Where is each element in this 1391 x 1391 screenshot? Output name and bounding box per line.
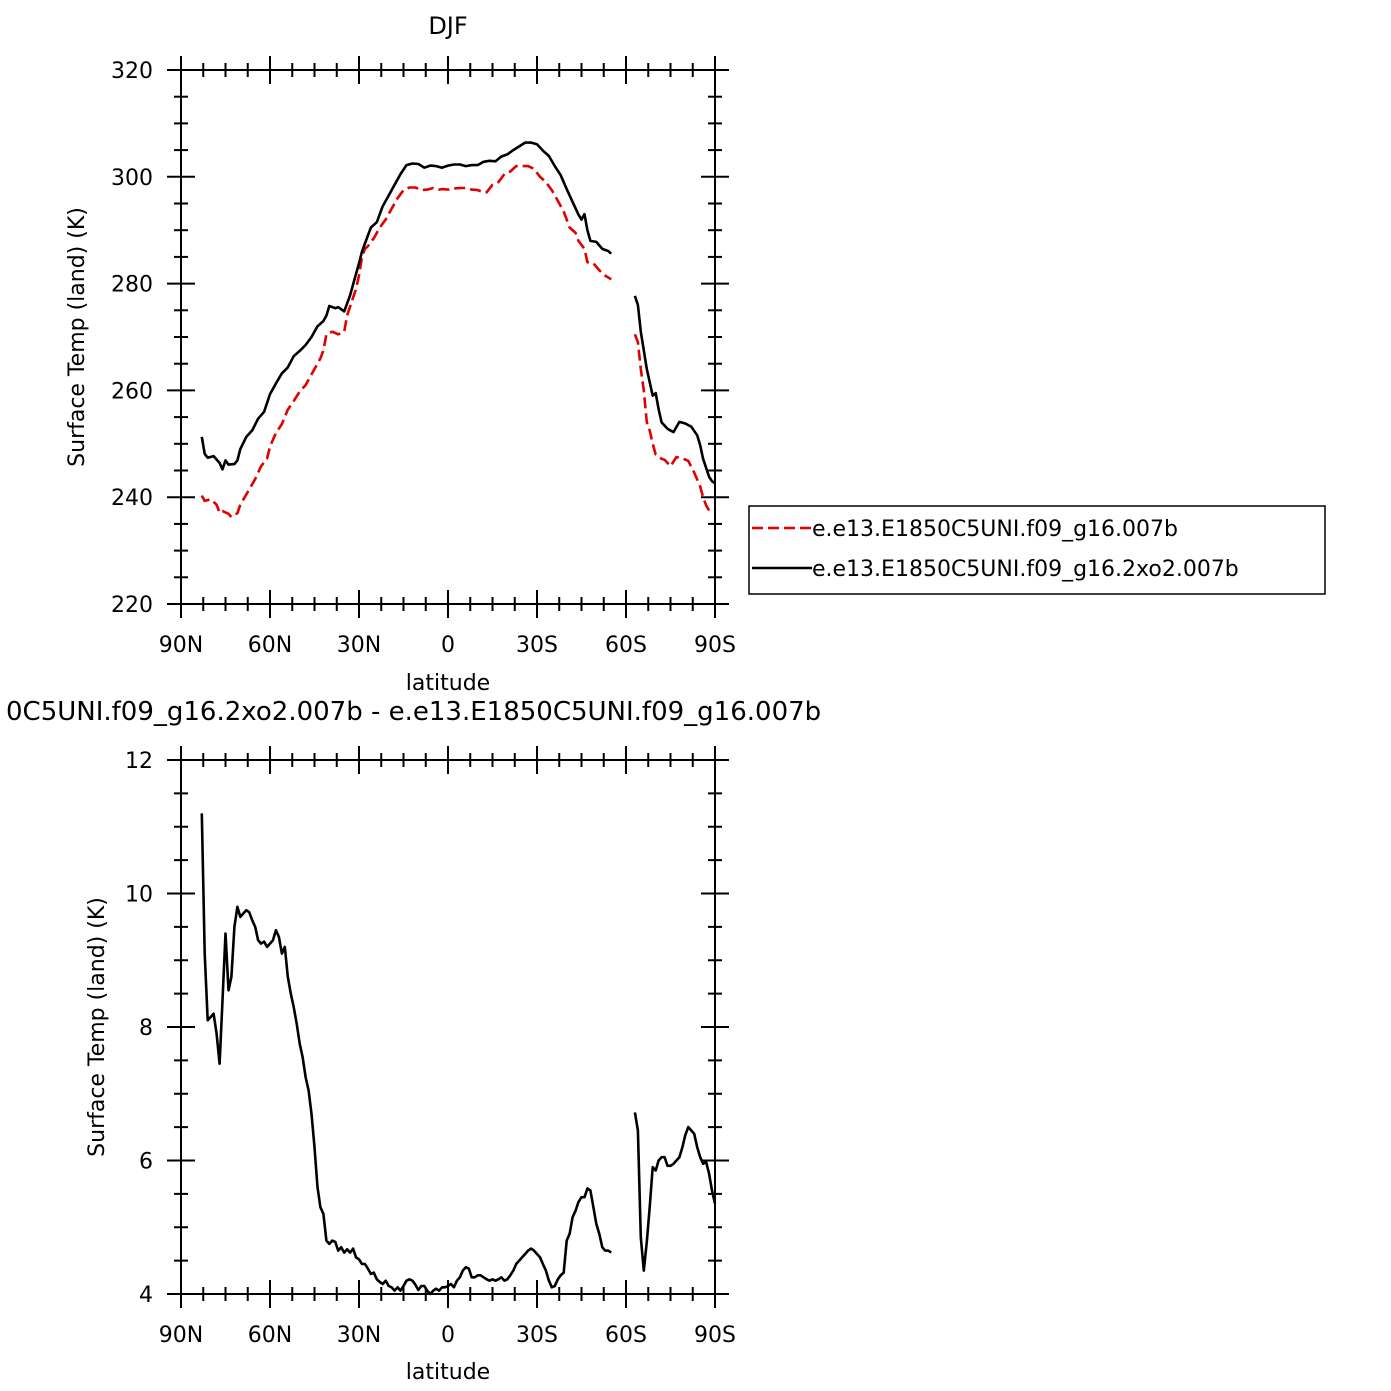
legend-label-series-2: e.e13.E1850C5UNI.f09_g16.2xo2.007b: [812, 557, 1239, 582]
bottom-chart-lines: [200, 813, 717, 1296]
y-tick-label: 260: [111, 379, 153, 404]
bottom-chart-panel: 0C5UNI.f09_g16.2xo2.007b - e.e13.E1850C5…: [6, 697, 821, 1385]
y-tick-label: 280: [111, 273, 153, 298]
y-tick-label: 10: [125, 883, 153, 908]
series-1-line-segment: [200, 813, 612, 1296]
series-1-line-segment: [200, 164, 612, 519]
x-tick-label: 60S: [605, 633, 647, 658]
x-tick-label: 90N: [159, 1323, 203, 1348]
y-tick-label: 220: [111, 593, 153, 618]
series-1-line-segment: [633, 333, 713, 514]
top-chart-title: DJF: [428, 12, 467, 40]
top-x-axis-label: latitude: [406, 671, 490, 696]
series-2-line-segment: [633, 295, 716, 485]
x-tick-label: 0: [441, 1323, 455, 1348]
plot-frame: [180, 759, 716, 1295]
x-tick-label: 60N: [248, 1323, 292, 1348]
x-tick-label: 30N: [337, 1323, 381, 1348]
legend: e.e13.E1850C5UNI.f09_g16.007b e.e13.E185…: [748, 505, 1326, 595]
top-chart-lines: [200, 141, 716, 519]
legend-label-series-1: e.e13.E1850C5UNI.f09_g16.007b: [812, 517, 1178, 542]
x-tick-label: 0: [441, 633, 455, 658]
series-2-line-segment: [200, 141, 613, 471]
x-tick-label: 90S: [694, 633, 736, 658]
series-1-line-segment: [633, 1112, 717, 1272]
top-y-axis-label: Surface Temp (land) (K): [65, 207, 90, 467]
x-tick-label: 60S: [605, 1323, 647, 1348]
bottom-x-axis-label: latitude: [406, 1360, 490, 1385]
y-tick-label: 4: [139, 1283, 153, 1308]
bottom-chart-axes: 4 6 8 10 12 90N 60N 30N 0 30S 60S 90S: [125, 746, 736, 1348]
top-chart-panel: DJF 220 240 260 280 300 320 90N 60N 30N 0 30S 60S 90…: [65, 12, 736, 696]
bottom-y-axis-label: Surface Temp (land) (K): [85, 897, 110, 1157]
bottom-chart-title: 0C5UNI.f09_g16.2xo2.007b - e.e13.E1850C5…: [6, 697, 821, 727]
x-tick-label: 90S: [694, 1323, 736, 1348]
x-tick-label: 30N: [337, 633, 381, 658]
x-tick-label: 30S: [516, 1323, 558, 1348]
x-tick-label: 60N: [248, 633, 292, 658]
y-tick-label: 12: [125, 749, 153, 774]
top-chart-axes: 220 240 260 280 300 320 90N 60N 30N 0 30S 60S 90S: [111, 56, 736, 658]
legend-box: [748, 505, 1326, 595]
y-tick-label: 300: [111, 166, 153, 191]
x-tick-label: 30S: [516, 633, 558, 658]
x-tick-label: 90N: [159, 633, 203, 658]
y-tick-label: 6: [139, 1150, 153, 1175]
y-tick-label: 8: [139, 1016, 153, 1041]
y-tick-label: 240: [111, 486, 153, 511]
y-tick-label: 320: [111, 59, 153, 84]
